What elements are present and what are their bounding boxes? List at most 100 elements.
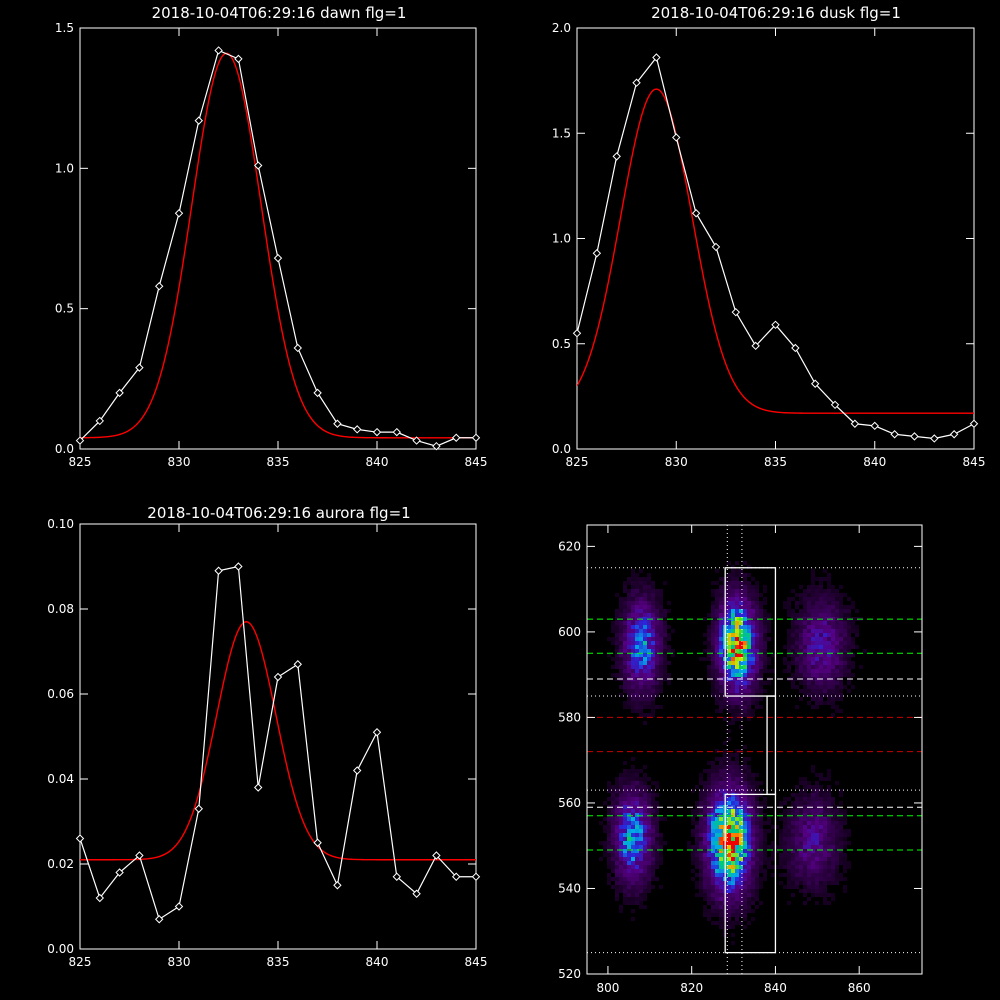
heatmap-cell xyxy=(811,845,815,849)
heatmap-cell xyxy=(707,629,711,633)
heatmap-cell xyxy=(607,809,611,813)
heatmap-cell xyxy=(707,901,711,905)
heatmap-cell xyxy=(627,589,631,593)
heatmap-cell xyxy=(651,861,655,865)
heatmap-cell xyxy=(619,857,623,861)
heatmap-cell xyxy=(731,661,735,665)
heatmap-cell xyxy=(619,825,623,829)
heatmap-cell xyxy=(627,613,631,617)
heatmap-cell xyxy=(615,657,619,661)
heatmap-cell xyxy=(727,925,731,929)
heatmap-cell xyxy=(631,625,635,629)
data-point-marker xyxy=(751,341,760,351)
heatmap-cell xyxy=(811,645,815,649)
heatmap-cell xyxy=(715,885,719,889)
heatmap-cell xyxy=(743,913,747,917)
heatmap-cell xyxy=(807,665,811,669)
heatmap-cell xyxy=(631,833,635,837)
heatmap-cell xyxy=(791,837,795,841)
heatmap-cell xyxy=(707,657,711,661)
heatmap-cell xyxy=(787,605,791,609)
heatmap-cell xyxy=(751,893,755,897)
heatmap-cell xyxy=(823,849,827,853)
heatmap-cell xyxy=(631,793,635,797)
heatmap-cell xyxy=(643,881,647,885)
data-point-marker xyxy=(154,915,164,924)
heatmap-cell xyxy=(735,653,739,657)
heatmap-cell xyxy=(835,597,839,601)
heatmap-cell xyxy=(807,785,811,789)
heatmap-cell xyxy=(727,729,731,733)
heatmap-cell xyxy=(843,845,847,849)
heatmap-cell xyxy=(739,645,743,649)
heatmap-cell xyxy=(783,853,787,857)
heatmap-cell xyxy=(643,805,647,809)
heatmap-cell xyxy=(643,609,647,613)
heatmap-cell xyxy=(639,641,643,645)
heatmap-cell xyxy=(651,813,655,817)
heatmap-cell xyxy=(647,861,651,865)
fit-curve xyxy=(80,621,476,861)
heatmap-cell xyxy=(815,833,819,837)
heatmap-cell xyxy=(847,597,851,601)
heatmap-cell xyxy=(795,833,799,837)
heatmap-cell xyxy=(751,901,755,905)
heatmap-cell xyxy=(711,861,715,865)
heatmap-cell xyxy=(807,649,811,653)
heatmap-cell xyxy=(815,813,819,817)
heatmap-cell xyxy=(631,641,635,645)
heatmap-cell xyxy=(787,813,791,817)
heatmap-cell xyxy=(655,793,659,797)
heatmap-cell xyxy=(835,589,839,593)
heatmap-cell xyxy=(707,809,711,813)
heatmap-cell xyxy=(727,789,731,793)
heatmap-cell xyxy=(615,869,619,873)
heatmap-cell xyxy=(771,841,775,845)
heatmap-cell xyxy=(747,661,751,665)
heatmap-cell xyxy=(623,629,627,633)
heatmap-cell xyxy=(719,765,723,769)
heatmap-cell xyxy=(779,873,783,877)
heatmap-cell xyxy=(635,877,639,881)
heatmap-cell xyxy=(651,793,655,797)
heatmap-cell xyxy=(807,629,811,633)
heatmap-cell xyxy=(799,689,803,693)
heatmap-cell xyxy=(815,797,819,801)
heatmap-cell xyxy=(747,813,751,817)
heatmap-cell xyxy=(647,613,651,617)
heatmap-cell xyxy=(815,817,819,821)
heatmap-cell xyxy=(619,829,623,833)
heatmap-cell xyxy=(623,761,627,765)
heatmap-cell xyxy=(759,609,763,613)
heatmap-cell xyxy=(715,801,719,805)
heatmap-cell xyxy=(635,829,639,833)
heatmap-cell xyxy=(703,641,707,645)
heatmap-cell xyxy=(819,817,823,821)
heatmap-cell xyxy=(751,709,755,713)
heatmap-cell xyxy=(747,613,751,617)
heatmap-cell xyxy=(803,685,807,689)
data-point-marker xyxy=(771,320,780,330)
heatmap-cell xyxy=(855,609,859,613)
heatmap-cell xyxy=(803,649,807,653)
heatmap-cell xyxy=(827,585,831,589)
heatmap-cell xyxy=(783,837,787,841)
heatmap-cell xyxy=(623,657,627,661)
heatmap-cell xyxy=(643,865,647,869)
heatmap-cell xyxy=(715,913,719,917)
heatmap-cell xyxy=(827,693,831,697)
heatmap-cell xyxy=(631,889,635,893)
heatmap-cell xyxy=(835,833,839,837)
heatmap-cell xyxy=(843,821,847,825)
heatmap-cell xyxy=(731,877,735,881)
heatmap-cell xyxy=(815,621,819,625)
heatmap-cell xyxy=(775,849,779,853)
heatmap-cell xyxy=(831,661,835,665)
heatmap-cell xyxy=(795,641,799,645)
heatmap-cell xyxy=(803,777,807,781)
heatmap-cell xyxy=(823,857,827,861)
heatmap-cell xyxy=(839,829,843,833)
heatmap-cell xyxy=(623,637,627,641)
heatmap-cell xyxy=(667,673,671,677)
heatmap-cell xyxy=(731,753,735,757)
